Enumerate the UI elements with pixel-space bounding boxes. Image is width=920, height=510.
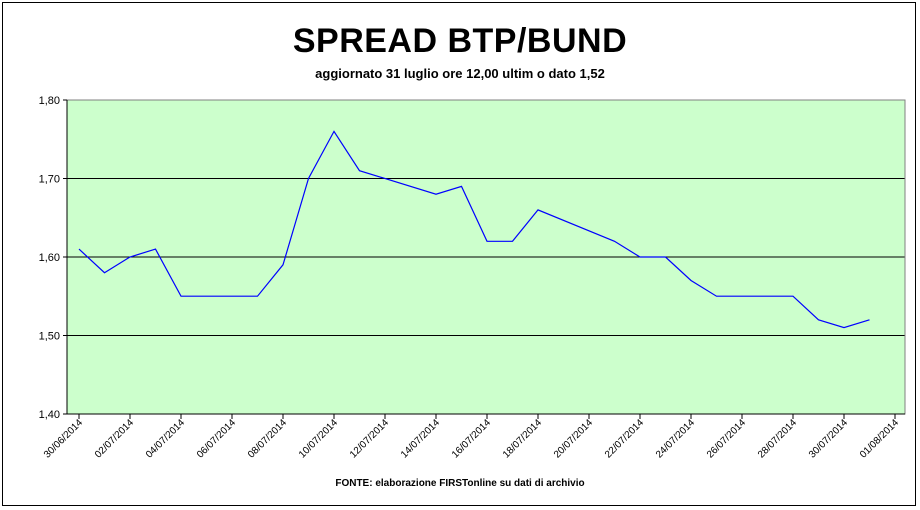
y-tick-label: 1,70 [39,174,60,186]
y-tick-label: 1,50 [39,331,60,343]
x-tick-label: 01/08/2014 [858,417,901,460]
x-tick-label: 12/07/2014 [348,417,391,460]
x-tick-label: 24/07/2014 [654,417,697,460]
x-tick-label: 02/07/2014 [93,417,136,460]
x-tick-label: 22/07/2014 [603,417,646,460]
chart-subtitle: aggiornato 31 luglio ore 12,00 ultim o d… [315,66,605,81]
gridlines [67,178,905,336]
y-tick-label: 1,80 [39,95,60,107]
x-tick-label: 30/07/2014 [807,417,850,460]
x-tick-label: 30/06/2014 [42,417,85,460]
chart-source: FONTE: elaborazione FIRSTonline su dati … [335,478,585,489]
x-tick-label: 06/07/2014 [195,417,238,460]
x-tick-label: 14/07/2014 [399,417,442,460]
x-tick-label: 04/07/2014 [144,417,187,460]
series-line [78,130,870,329]
chart-title: SPREAD BTP/BUND [292,22,628,60]
x-tick-label: 20/07/2014 [552,417,595,460]
y-axis-ticks: 1,40 1,50 1,60 1,70 1,80 [39,95,67,421]
x-axis-ticks: 30/06/2014 02/07/2014 04/07/2014 06/07/2014… [42,414,901,461]
x-tick-label: 10/07/2014 [297,417,340,460]
x-tick-label: 18/07/2014 [501,417,544,460]
y-tick-label: 1,40 [39,409,60,421]
y-tick-label: 1,60 [39,252,60,264]
x-tick-label: 16/07/2014 [450,417,493,460]
x-tick-label: 08/07/2014 [246,417,289,460]
x-tick-label: 26/07/2014 [705,417,748,460]
x-tick-label: 28/07/2014 [756,417,799,460]
